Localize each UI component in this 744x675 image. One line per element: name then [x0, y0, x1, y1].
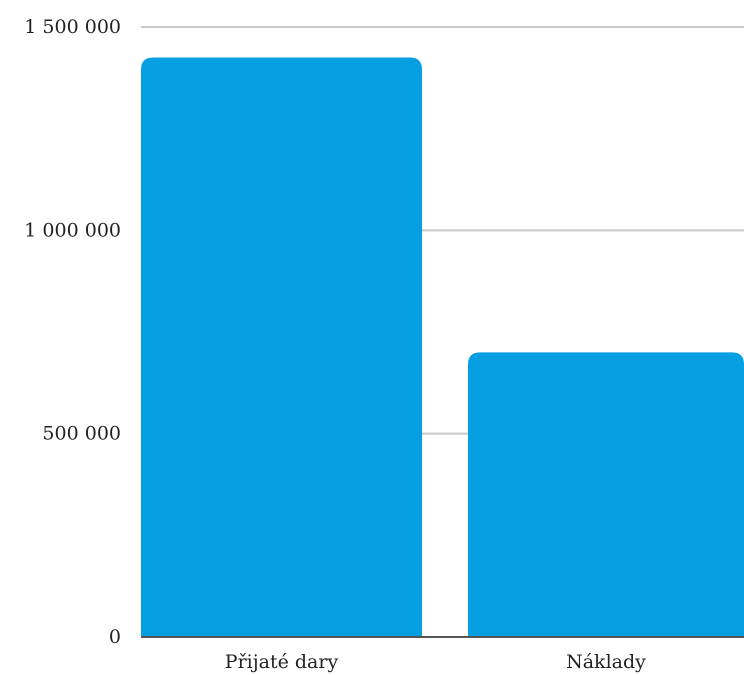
x-category-label: Náklady: [566, 651, 646, 673]
bar-0: [141, 57, 422, 637]
y-tick-label: 1 500 000: [24, 16, 121, 38]
x-category-label: Přijaté dary: [225, 651, 339, 673]
bar-1: [468, 352, 744, 637]
y-tick-label: 500 000: [42, 423, 121, 445]
x-axis-category-labels: Přijaté dary Náklady: [225, 651, 646, 673]
y-tick-label: 1 000 000: [24, 219, 121, 241]
bars: [141, 57, 744, 637]
y-tick-label: 0: [109, 626, 121, 648]
y-axis-tick-labels: 0 500 000 1 000 000 1 500 000: [24, 16, 121, 648]
